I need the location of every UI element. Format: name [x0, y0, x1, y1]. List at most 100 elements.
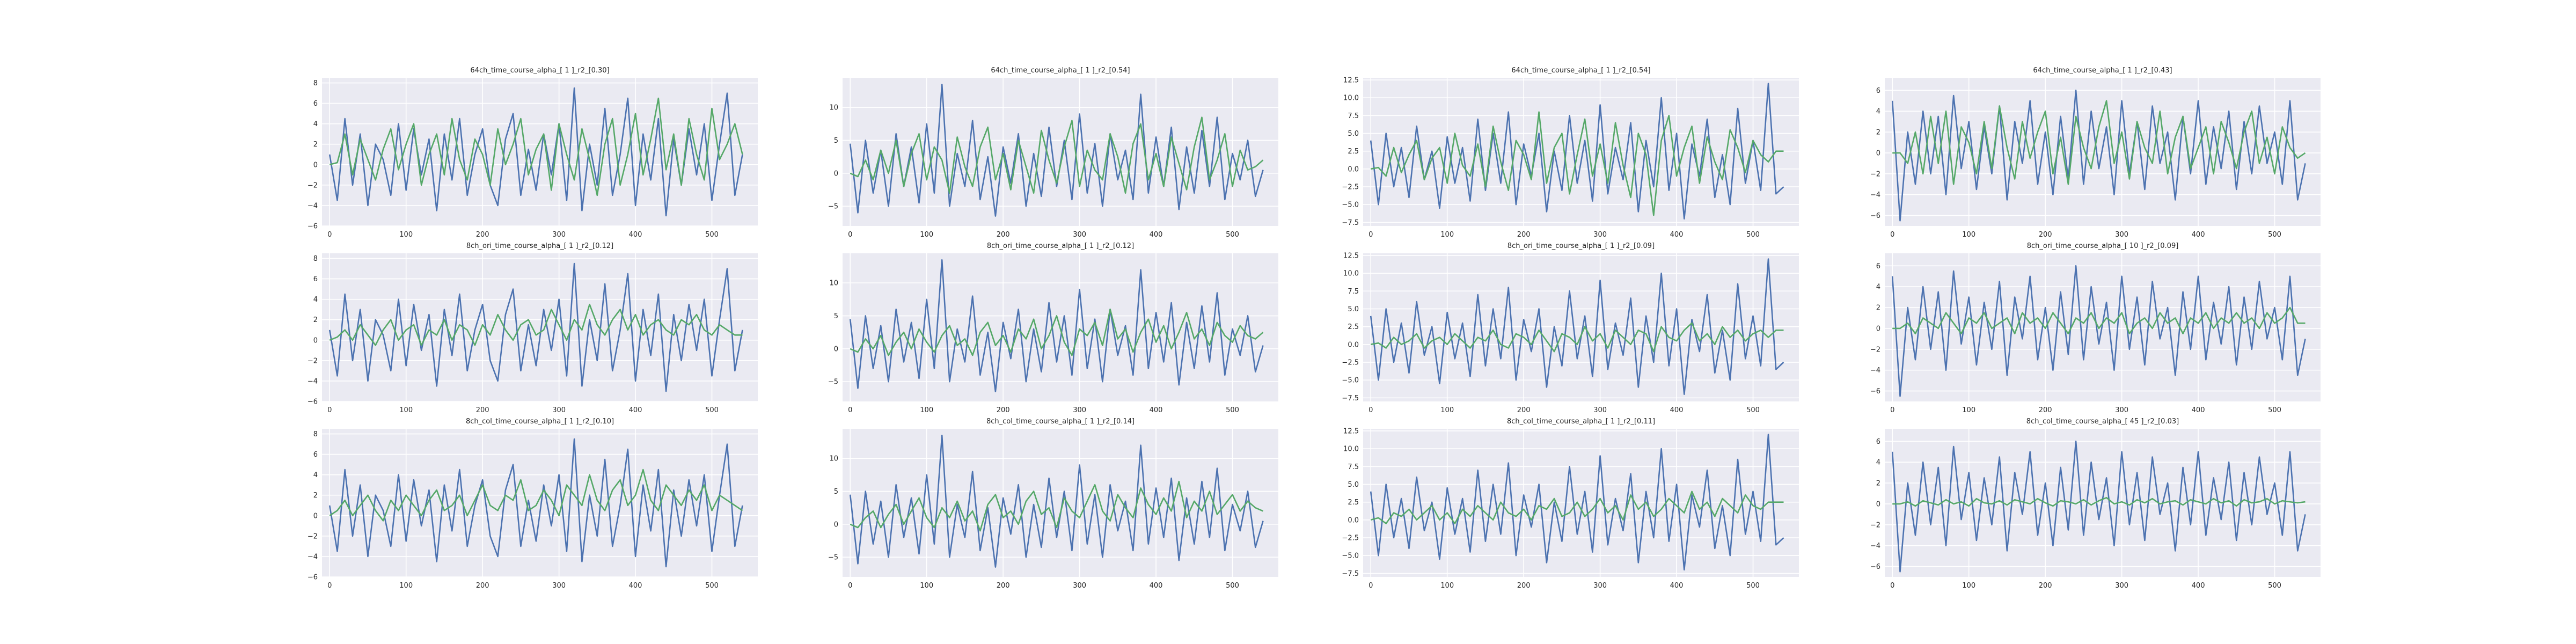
y-tick-label: −7.5 — [1342, 570, 1359, 578]
series-line-0 — [1891, 90, 2306, 222]
y-tick-label: 12.5 — [1343, 427, 1359, 435]
y-tick-label: 5.0 — [1348, 481, 1359, 489]
y-tick-label: 6 — [313, 275, 318, 283]
series-line-1 — [1892, 100, 2306, 185]
y-tick-label: 0 — [1876, 325, 1880, 333]
y-tick-label: −4 — [308, 553, 318, 561]
subplot-title: 8ch_col_time_course_alpha_[ 45 ]_r2_[0.0… — [2026, 418, 2179, 426]
y-tick-label: 10 — [829, 280, 838, 288]
y-tick-label: −5.0 — [1342, 201, 1359, 209]
x-tick-label: 300 — [552, 231, 566, 239]
x-tick-label: 200 — [997, 582, 1010, 590]
series-line-0 — [328, 438, 743, 568]
subplot-title: 64ch_time_course_alpha_[ 1 ]_r2_[0.43] — [2033, 67, 2172, 75]
y-tick-label: 10.0 — [1343, 94, 1359, 103]
y-tick-label: 2 — [313, 492, 318, 500]
subplot-title: 8ch_ori_time_course_alpha_[ 1 ]_r2_[0.09… — [1507, 242, 1655, 250]
axes-background — [1885, 253, 2321, 401]
subplot-0: 0 100 200 300 400 500 −6 −4 −2 0 2 4 6 8 64ch_time_cou… — [308, 67, 758, 239]
x-tick-label: 400 — [629, 582, 642, 590]
subplot-title: 8ch_col_time_course_alpha_[ 1 ]_r2_[0.10… — [466, 418, 614, 426]
x-tick-label: 500 — [1226, 231, 1239, 239]
y-tick-label: 6 — [1876, 87, 1880, 95]
y-tick-label: −4 — [1870, 191, 1880, 199]
x-tick-label: 100 — [1962, 406, 1975, 414]
subplot-title: 8ch_ori_time_course_alpha_[ 1 ]_r2_[0.12… — [987, 242, 1134, 250]
series-line-0 — [849, 259, 1264, 392]
x-tick-label: 0 — [1890, 406, 1894, 414]
subplot-title: 64ch_time_course_alpha_[ 1 ]_r2_[0.54] — [1511, 67, 1650, 75]
x-tick-label: 400 — [1670, 231, 1684, 239]
y-tick-label: −5 — [828, 554, 838, 562]
y-tick-label: 8 — [313, 430, 318, 438]
x-tick-label: 200 — [1517, 406, 1531, 414]
y-tick-label: 5.0 — [1348, 130, 1359, 138]
x-tick-label: 300 — [1073, 582, 1086, 590]
x-tick-label: 500 — [1226, 582, 1239, 590]
x-tick-label: 100 — [399, 231, 413, 239]
series-line-1 — [1370, 491, 1784, 524]
y-tick-label: −5.0 — [1342, 377, 1359, 385]
x-tick-label: 200 — [997, 406, 1010, 414]
x-tick-label: 300 — [1073, 231, 1086, 239]
x-tick-label: 100 — [1440, 582, 1454, 590]
y-tick-label: 2 — [1876, 480, 1880, 488]
series-line-1 — [1370, 111, 1784, 216]
y-tick-label: 8 — [313, 255, 318, 263]
x-tick-label: 0 — [1368, 406, 1373, 414]
x-tick-label: 500 — [2268, 582, 2281, 590]
x-tick-label: 500 — [2268, 231, 2281, 239]
y-tick-label: 12.5 — [1343, 76, 1359, 84]
x-tick-label: 500 — [705, 231, 719, 239]
y-tick-label: 2 — [313, 141, 318, 149]
series-line-0 — [849, 84, 1264, 217]
y-tick-label: 0 — [1876, 149, 1880, 157]
series-line-1 — [1892, 306, 2306, 334]
x-tick-label: 500 — [2268, 406, 2281, 414]
x-tick-label: 100 — [1440, 406, 1454, 414]
x-tick-label: 100 — [1962, 582, 1975, 590]
x-tick-label: 400 — [2192, 582, 2205, 590]
y-tick-label: 4 — [1876, 459, 1880, 467]
subplot-title: 8ch_ori_time_course_alpha_[ 1 ]_r2_[0.12… — [466, 242, 613, 250]
y-tick-label: 2 — [313, 316, 318, 324]
y-tick-label: −6 — [308, 223, 318, 231]
x-tick-label: 0 — [1368, 582, 1373, 590]
series-line-1 — [329, 97, 743, 196]
x-tick-label: 300 — [2115, 406, 2128, 414]
y-tick-label: −2.5 — [1342, 184, 1359, 192]
x-tick-label: 200 — [997, 231, 1010, 239]
y-tick-label: 4 — [1876, 108, 1880, 116]
y-tick-label: 5 — [834, 488, 838, 496]
y-tick-label: 4 — [313, 296, 318, 304]
x-tick-label: 0 — [1368, 231, 1373, 239]
y-tick-label: −6 — [1870, 212, 1880, 220]
x-tick-label: 400 — [1670, 582, 1684, 590]
x-tick-label: 400 — [1150, 406, 1163, 414]
y-tick-label: −2 — [1870, 521, 1880, 529]
subplot-10: 0 100 200 300 400 500 −7.5 −5.0 −2.5 0.0 2.5 5.0 7.5… — [1342, 418, 1799, 590]
y-tick-label: −4 — [308, 202, 318, 210]
x-tick-label: 400 — [629, 231, 642, 239]
x-tick-label: 500 — [1746, 406, 1760, 414]
x-tick-label: 300 — [1593, 406, 1607, 414]
y-tick-label: 2.5 — [1348, 148, 1359, 156]
x-tick-label: 200 — [2039, 582, 2052, 590]
series-line-1 — [850, 480, 1264, 532]
y-tick-label: −6 — [1870, 387, 1880, 396]
x-tick-label: 500 — [1746, 231, 1760, 239]
axes-background — [1363, 78, 1799, 226]
x-tick-label: 300 — [1073, 406, 1086, 414]
subplot-8: 0 100 200 300 400 500 −6 −4 −2 0 2 4 6 8 8ch_col_time_… — [308, 418, 758, 590]
subplot-title: 64ch_time_course_alpha_[ 1 ]_r2_[0.30] — [470, 67, 609, 75]
x-tick-label: 300 — [1593, 231, 1607, 239]
x-tick-label: 100 — [1962, 231, 1975, 239]
series-line-0 — [1891, 441, 2306, 573]
y-tick-label: 6 — [1876, 438, 1880, 446]
y-tick-label: 7.5 — [1348, 112, 1359, 120]
y-tick-label: 4 — [1876, 283, 1880, 291]
y-tick-label: 4 — [313, 471, 318, 479]
y-tick-label: 7.5 — [1348, 288, 1359, 296]
subplot-title: 64ch_time_course_alpha_[ 1 ]_r2_[0.54] — [991, 67, 1130, 75]
y-tick-label: 0 — [834, 170, 838, 178]
